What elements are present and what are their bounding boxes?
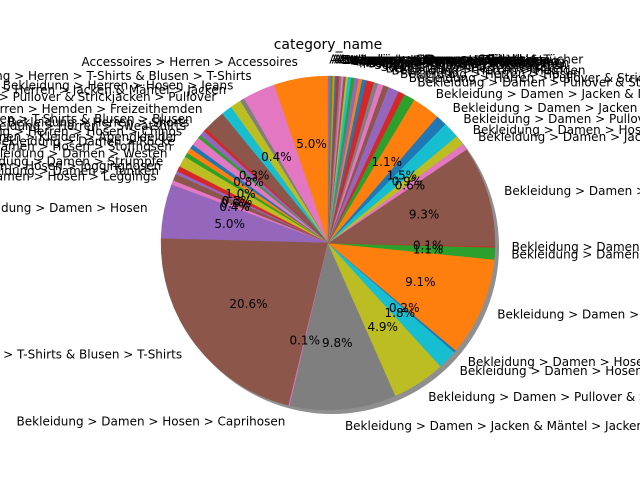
pie-category-label: Bekleidung > Herren > Hosen > Jeans [3,79,234,93]
pie-percent-labels: 5.0%0.4%0.3%0.8%1.0%0.3%0.6%0.4%5.0%20.6… [214,137,443,350]
pie-percent-label: 0.4% [261,150,292,164]
pie-category-label: Accessoires > Herren > Mützen [334,52,524,66]
pie-category-label: Bekleidung > Damen > Blusen [504,184,640,198]
pie-category-label: Bekleidung > Damen > Hosen [0,201,148,215]
pie-category-label: Sport > Herren > Sportbekleidung [352,54,559,68]
pie-category-label: Bekleidung > Damen > Hosen > Jeans [468,355,640,369]
pie-percent-label: 4.9% [367,320,398,334]
pie-category-label: Accessoires > Damen > Gürtel [336,53,522,67]
pie-category-label: Bekleidung > Damen > T-Shirts & Blusen >… [0,348,182,362]
pie-category-label: Bademode > Damen > Bikinis [344,53,526,67]
pie-percent-label: 9.1% [405,275,436,289]
pie-category-label: Bekleidung > Damen > Pullover & Strickja… [417,76,640,90]
pie-category-label: Schuhe > Herren > Sneaker [368,57,537,71]
pie-percent-label: 5.0% [214,217,245,231]
pie-category-label: Bekleidung > Herren > Hosen > Chinos [0,124,182,138]
pie-category-label: Accessoires > Damen > Schals & Tücher [339,53,583,67]
pie-category-label: Bekleidung > Herren > Hemden > Freizeith… [0,102,202,116]
pie-category-label: Bekleidung > Damen > Westen [0,147,168,161]
pie-category-label: Bademode > Herren > Badeshorts [341,53,549,67]
pie-category-label: Bekleidung > Herren > Pullover & Strickj… [409,71,640,85]
pie-category-label: Bekleidung > Damen > Pullover & Strickja… [428,390,640,404]
pie-slice [327,242,495,351]
pie-category-label: Bekleidung > Herren > Shorts [8,115,190,129]
pie-percent-label: 0.6% [395,178,426,192]
pie-category-label: Bekleidung > Herren > T-Shirts & Blusen … [0,112,193,126]
pie-category-label: Bekleidung > Damen > Hosen > Stoffhosen [0,139,172,153]
pie-category-label: Bekleidung > Herren > Sweatshirts [0,119,186,133]
pie-percent-label: 9.8% [322,336,353,350]
pie-percent-label: 0.9% [392,174,423,188]
pie-percent-label: 5.0% [296,137,327,151]
pie-percent-label: 0.8% [233,175,264,189]
pie-percent-label: 0.1% [289,333,320,347]
pie-category-label: Accessoires > Herren > Accessoires [82,55,298,69]
pie-category-label: Bekleidung > Herren > Hemden [392,64,586,78]
pie-percent-label: 1.1% [372,155,403,169]
pie-percent-label: 0.2% [389,301,420,315]
pie-category-label: Schuhe > Damen > Stiefeletten [374,58,567,72]
pie-percent-label: 0.1% [413,238,444,252]
pie-category-label: Bekleidung > Damen > Jacken & Mäntel > J… [436,87,640,101]
pie-slice [289,242,396,411]
pie-percent-label: 0.4% [219,200,250,214]
pie-percent-label: 1.0% [225,187,256,201]
pie-category-label: Bekleidung > Damen > Jacken & Mäntel > M… [478,130,640,144]
pie-category-label: Bekleidung > Damen > Kleider > Abendklei… [0,130,178,144]
pie-category-label: Bekleidung > Damen > Jacken & Mäntel > B… [453,101,640,115]
pie-percent-label: 9.3% [409,208,440,222]
pie-category-labels: Accessoires > Herren > AccessoiresBeklei… [0,52,640,433]
pie-category-label: Bekleidung > Damen > Röcke [0,135,175,149]
pie-category-label: Bekleidung > Herren > Jacken [386,62,568,76]
pie-category-label: Bekleidung > Damen > Hosen > Stoffhosen [473,123,640,137]
pie-slices [160,75,496,411]
pie-category-label: Sport > Damen > Sportbekleidung [355,54,565,68]
chart-title: category_name [274,37,383,53]
pie-category-label: Bekleidung > Damen > Pullover & Strickja… [463,112,640,126]
pie-category-label: Bekleidung > Damen > Kleider [497,307,640,321]
pie-category-label: Bekleidung > Damen > Kleider > Strickkle… [512,240,640,254]
pie-category-label: Taschen > Herren > Rucksäcke [358,55,546,69]
pie-percent-label: 1.1% [413,242,444,256]
pie-category-label: Bekleidung > Damen > Hosen > Jogginghose… [0,159,161,173]
pie-category-label: Bekleidung > Damen > Hosen > Shorts [460,364,640,378]
pie-category-label: Bekleidung > Damen > Tuniken [0,164,159,178]
pie-percent-label: 0.6% [221,197,252,211]
pie-category-label: Wäsche > Herren > Unterwäsche [346,53,547,67]
pie-category-label: Accessoires > Herren > Gürtel [332,52,515,66]
pie-category-label: Bekleidung > Herren > Pullover & Strickj… [0,90,216,104]
pie-category-label: Schuhe > Damen > Sneaker [381,60,553,74]
pie-category-label: Bekleidung > Damen > Strümpfe [0,155,163,169]
pie-category-label: Bekleidung > Damen > Kleider > Sommerkle… [511,248,640,262]
pie-category-label: Bekleidung > Damen > Hosen > Caprihosen [17,415,286,429]
pie-category-label: Bekleidung > Herren > Jacken & Mäntel > … [0,83,226,97]
pie-percent-label: 1.8% [385,306,416,320]
pie-category-label: Bekleidung > Herren > T-Shirts & Blusen … [0,69,252,83]
pie-category-label: Bekleidung > Herren > Hosen [400,67,581,81]
pie-percent-label: 0.3% [222,194,253,208]
pie-category-label: Bekleidung > Damen > Hosen > Leggings [0,170,157,184]
pie-category-label: Wäsche > Damen > BHs [349,53,497,67]
pie-slice [327,75,331,244]
pie-percent-label: 0.3% [239,168,270,182]
pie-percent-label: 20.6% [229,297,267,311]
pie-category-label: Accessoires > Damen > Schmuck [329,52,532,66]
pie-category-label: Bekleidung > Damen > Jacken & Mäntel > J… [345,419,640,433]
pie-category-label: Taschen > Damen > Handtaschen [363,56,570,70]
pie-slice [160,238,329,406]
pie-percent-label: 1.5% [387,168,418,182]
pie-slice [327,149,496,247]
